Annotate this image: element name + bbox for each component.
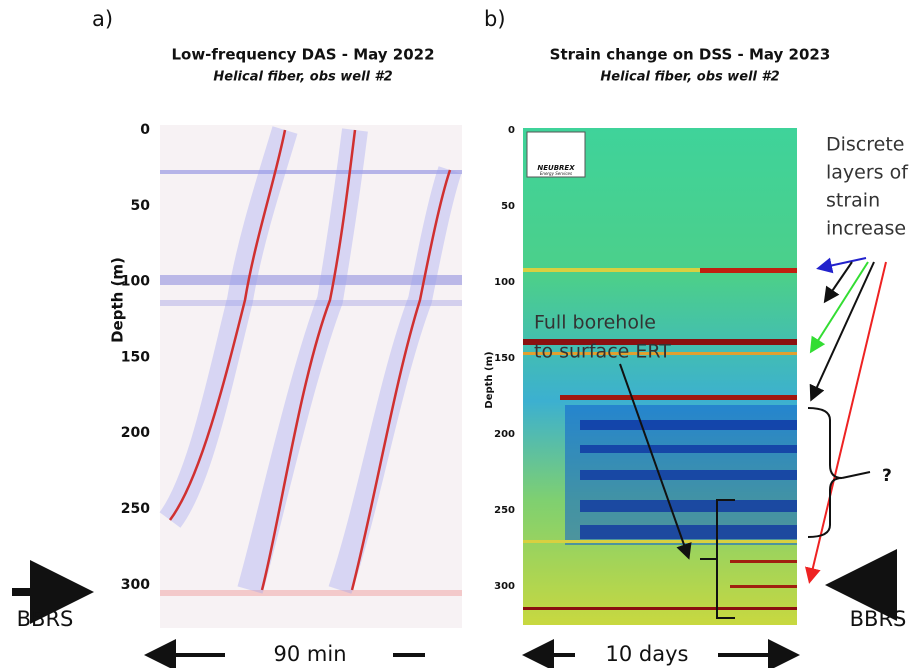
- panel-subtitle: Helical fiber, obs well #2: [600, 70, 779, 85]
- y-tick-label: 50: [131, 198, 151, 214]
- y-tick-label: 0: [140, 122, 150, 138]
- annotation: Full borehole: [534, 312, 656, 334]
- arrow: [809, 261, 869, 354]
- arrow: [805, 261, 887, 584]
- bracket: [700, 499, 735, 619]
- arrow: [823, 261, 853, 304]
- y-tick-label: 0: [508, 125, 515, 136]
- panel-label: a): [92, 7, 113, 31]
- y-tick-label: 200: [494, 429, 515, 440]
- annotation: strain: [826, 190, 880, 212]
- y-tick-label: 150: [121, 349, 150, 365]
- annotation: increase: [826, 218, 906, 240]
- x-label: 10 days: [606, 642, 689, 666]
- annotation: layers of: [826, 162, 909, 184]
- y-tick-label: 300: [121, 577, 150, 593]
- arrow: [619, 363, 692, 560]
- panel-subtitle: Helical fiber, obs well #2: [213, 70, 392, 85]
- panel-title: Low-frequency DAS - May 2022: [171, 46, 434, 64]
- x-label: 90 min: [274, 642, 347, 666]
- y-tick-label: 250: [121, 501, 150, 517]
- arrow: [816, 257, 867, 274]
- y-tick-label: 300: [494, 581, 515, 592]
- logo: NEUBREX: [537, 164, 575, 172]
- arrow: [809, 261, 875, 402]
- y-axis-label: Depth (m): [484, 351, 495, 408]
- y-tick-label: 50: [501, 201, 515, 212]
- panel-label: b): [484, 7, 506, 31]
- y-tick-label: 200: [121, 425, 150, 441]
- dss-image: [523, 128, 797, 625]
- y-tick-label: 250: [494, 505, 515, 516]
- logo-sub: Energy Services: [540, 171, 572, 176]
- side-label: BBRS: [17, 607, 74, 631]
- y-tick-label: 100: [121, 274, 150, 290]
- das-image: [159, 125, 462, 628]
- connector: [841, 471, 871, 479]
- y-axis-label: Depth (m): [109, 257, 127, 343]
- y-tick-label: 100: [494, 277, 515, 288]
- annotation: Discrete: [826, 134, 904, 156]
- annotation: ?: [882, 466, 892, 486]
- annotation: to surface ERT: [534, 341, 671, 363]
- side-label: BBRS: [850, 607, 907, 631]
- panel-title: Strain change on DSS - May 2023: [550, 46, 831, 64]
- y-tick-label: 150: [494, 353, 515, 364]
